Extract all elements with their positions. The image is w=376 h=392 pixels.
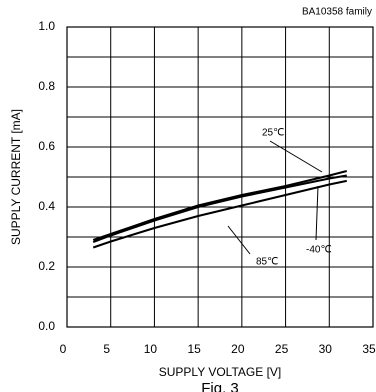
plot-frame: [66, 26, 374, 328]
series-line: [92, 174, 347, 244]
leader-line: [227, 225, 251, 255]
leader-line: [269, 140, 323, 173]
x-tick-label: 10: [144, 342, 158, 356]
x-tick-label: 35: [362, 342, 376, 356]
series-label: 25℃: [262, 128, 284, 139]
x-tick-label: 0: [60, 342, 67, 356]
x-tick-label: 20: [231, 342, 245, 356]
series-line: [92, 179, 347, 249]
y-tick-label: 1.0: [38, 19, 55, 33]
leader-line: [315, 185, 319, 241]
y-tick-label: 0.2: [38, 259, 55, 273]
y-axis-label: SUPPLY CURRENT [mA]: [9, 109, 23, 245]
series-line: [92, 170, 348, 241]
y-tick-label: 0.4: [38, 199, 55, 213]
chart-title: BA10358 family: [302, 7, 372, 18]
y-tick-label: 0.8: [38, 79, 55, 93]
x-axis-label: SUPPLY VOLTAGE [V]: [159, 365, 282, 379]
x-tick-label: 15: [187, 342, 201, 356]
x-tick-label: 30: [319, 342, 333, 356]
y-tick-label: 0.0: [38, 319, 55, 333]
x-tick-label: 5: [103, 342, 110, 356]
y-tick-label: 0.6: [38, 139, 55, 153]
x-tick-label: 25: [275, 342, 289, 356]
series-label: 85℃: [256, 257, 278, 268]
series-label: -40℃: [306, 245, 332, 256]
caption: Fig. 3: [201, 380, 239, 392]
